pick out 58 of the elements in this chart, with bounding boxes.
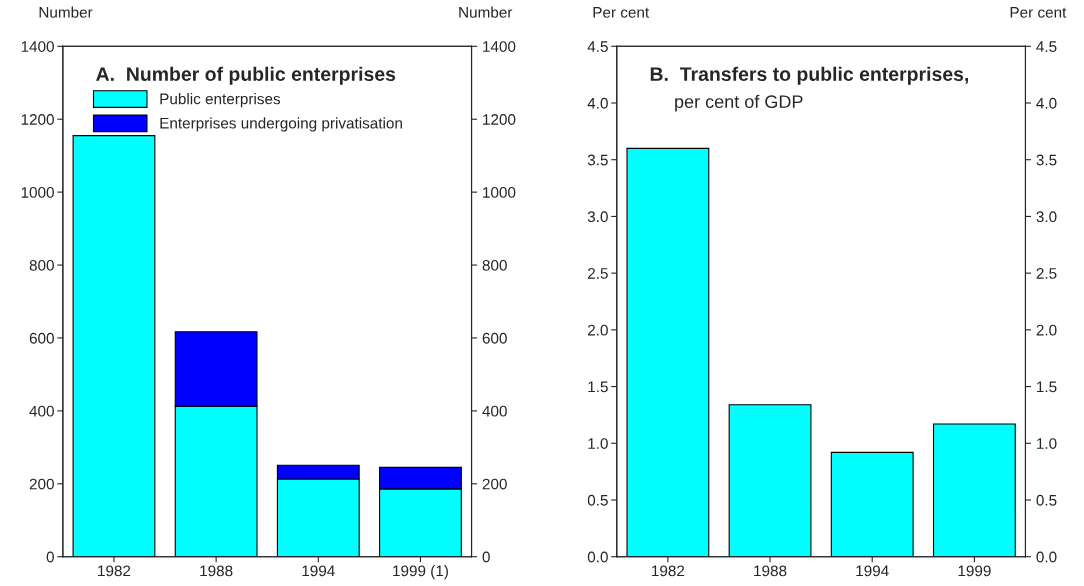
y2-tick-label: 2.0 [1036, 324, 1057, 336]
y2-tick-label: 1.0 [1037, 438, 1057, 449]
y2-tick-label: 1200 [483, 114, 516, 125]
x-tick-label: 1988 [200, 565, 233, 577]
y-tick-label: 1.0 [588, 438, 608, 449]
x-tick-label: 1988 [754, 565, 787, 577]
y2-tick-label: 1.5 [1037, 381, 1057, 393]
y2-tick-label: 1400 [483, 41, 516, 52]
text: per cent of GDP [675, 94, 803, 112]
y-tick-label: 4.0 [587, 97, 608, 109]
bar [932, 423, 1016, 557]
y-tick-label: 0.0 [587, 551, 608, 563]
bar [72, 135, 156, 557]
y2-tick-label: 0.0 [1036, 551, 1057, 563]
y2-tick-label: 3.0 [1036, 211, 1057, 223]
y-tick-label: 200 [29, 478, 54, 490]
x-tick-label: 1999 (1) [393, 565, 448, 580]
x-tick-label: 1994 [302, 565, 335, 577]
y2-tick-label: 200 [482, 478, 507, 490]
y-tick-label: 3.5 [587, 154, 608, 166]
text: A. Number of public enterprises [96, 66, 396, 85]
y-tick-label: 4.5 [587, 41, 608, 52]
y2-tick-label: 4.0 [1036, 97, 1057, 109]
y-tick-label: 1200 [21, 114, 54, 125]
y2-tick-label: 2.5 [1036, 268, 1057, 279]
bar [728, 404, 812, 557]
y2-tick-label: 400 [482, 405, 507, 417]
bar [830, 451, 914, 557]
y-tick-label: 0.5 [587, 494, 608, 506]
y-tick-label: 400 [29, 405, 54, 417]
y-tick-label: 2.0 [588, 324, 608, 336]
text: B. Transfers to public enterprises, [650, 66, 969, 85]
y2-tick-label: 800 [482, 259, 507, 271]
y-tick-label: 0 [46, 551, 54, 563]
y2-tick-label: 1000 [483, 186, 516, 198]
bar [626, 147, 710, 557]
y-axis-title: Per cent [593, 7, 650, 18]
x-tick-label: 1982 [98, 565, 131, 577]
y2-axis-title: Number [459, 6, 513, 18]
y-tick-label: 1000 [21, 186, 54, 198]
legend-label: Enterprises undergoing privatisation [160, 117, 402, 132]
legend-label: Public enterprises [160, 93, 281, 108]
y2-tick-label: 4.5 [1036, 41, 1057, 52]
y-tick-label: 600 [29, 332, 54, 344]
y2-tick-label: 0 [482, 551, 490, 563]
y-tick-label: 1.5 [588, 381, 608, 393]
y2-axis-title: Per cent [1010, 7, 1067, 18]
y2-tick-label: 600 [482, 332, 507, 344]
y-tick-label: 2.5 [588, 268, 608, 279]
y-tick-label: 3.0 [587, 211, 608, 223]
y-axis-title: Number [39, 6, 93, 18]
y-tick-label: 1400 [21, 41, 54, 52]
y2-tick-label: 3.5 [1036, 154, 1057, 166]
y-tick-label: 800 [29, 259, 54, 271]
y2-tick-label: 0.5 [1036, 494, 1057, 506]
x-tick-label: 1994 [856, 565, 889, 577]
x-tick-label: 1999 [958, 565, 991, 577]
x-tick-label: 1982 [652, 565, 685, 577]
